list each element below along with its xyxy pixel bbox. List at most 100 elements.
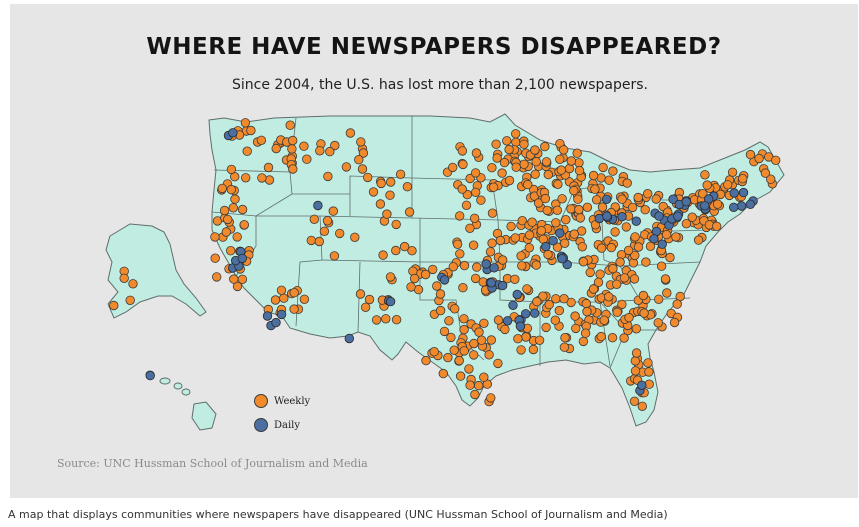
weekly-marker — [407, 245, 417, 256]
weekly-marker — [513, 334, 523, 344]
weekly-marker — [355, 289, 366, 299]
weekly-marker — [476, 195, 486, 205]
weekly-marker — [391, 245, 401, 256]
weekly-marker — [455, 211, 465, 221]
weekly-marker — [516, 345, 526, 355]
weekly-marker — [329, 251, 340, 261]
weekly-marker — [306, 235, 317, 246]
weekly-marker — [552, 242, 563, 252]
weekly-marker — [588, 170, 599, 181]
weekly-marker — [435, 289, 446, 299]
weekly-marker — [289, 288, 299, 298]
weekly-marker — [702, 180, 712, 190]
weekly-marker — [712, 199, 723, 209]
page-title: WHERE HAVE NEWSPAPERS DISAPPEARED? — [146, 34, 722, 60]
weekly-marker — [288, 164, 298, 174]
weekly-marker — [630, 366, 641, 376]
weekly-marker — [457, 146, 468, 156]
weekly-marker — [638, 290, 649, 301]
weekly-marker — [624, 312, 634, 323]
weekly-marker — [486, 393, 496, 403]
daily-marker — [530, 308, 540, 318]
weekly-marker — [619, 333, 629, 343]
weekly-marker — [226, 164, 237, 175]
weekly-marker — [575, 213, 586, 223]
weekly-marker — [591, 195, 602, 205]
weekly-marker — [566, 204, 576, 214]
weekly-marker — [299, 294, 310, 305]
hawaii-islands — [145, 370, 217, 431]
weekly-marker — [381, 314, 391, 324]
weekly-marker — [498, 255, 508, 265]
weekly-marker — [240, 173, 251, 183]
weekly-marker — [572, 148, 582, 158]
weekly-marker — [669, 317, 680, 328]
weekly-marker — [386, 177, 396, 187]
weekly-marker — [458, 283, 468, 293]
weekly-marker — [450, 304, 460, 314]
weekly-marker — [465, 223, 475, 234]
weekly-marker — [681, 218, 692, 229]
daily-marker — [657, 239, 667, 249]
weekly-marker — [357, 164, 368, 174]
weekly-marker — [471, 148, 482, 158]
daily-marker — [237, 253, 248, 264]
weekly-marker — [629, 274, 640, 284]
weekly-marker — [672, 299, 682, 309]
weekly-marker — [276, 285, 287, 296]
weekly-marker — [578, 336, 589, 347]
weekly-marker — [630, 356, 641, 366]
daily-marker — [541, 241, 551, 252]
weekly-marker — [540, 141, 550, 152]
weekly-marker — [760, 168, 771, 178]
weekly-marker — [402, 181, 413, 192]
weekly-marker — [615, 257, 625, 267]
weekly-marker — [633, 192, 643, 203]
daily-marker — [736, 201, 747, 211]
weekly-marker — [559, 342, 570, 352]
weekly-marker — [454, 355, 464, 366]
weekly-marker — [330, 140, 340, 151]
weekly-marker — [448, 262, 459, 272]
image-caption: A map that displays communities where ne… — [8, 508, 668, 521]
weekly-marker — [651, 194, 661, 204]
weekly-marker — [458, 159, 468, 170]
weekly-marker — [504, 144, 514, 155]
weekly-marker — [604, 292, 614, 302]
weekly-marker — [606, 242, 617, 253]
weekly-marker — [745, 149, 756, 160]
weekly-marker — [469, 350, 479, 360]
weekly-marker — [569, 229, 580, 239]
weekly-marker — [221, 227, 232, 237]
weekly-marker — [580, 328, 591, 338]
daily-marker — [276, 309, 287, 320]
weekly-marker — [495, 235, 506, 246]
weekly-marker — [588, 284, 599, 294]
legend-label-daily: Daily — [274, 419, 301, 431]
daily-swatch-icon — [254, 418, 268, 432]
daily-marker — [344, 333, 355, 344]
weekly-marker — [299, 141, 309, 151]
daily-marker — [486, 278, 497, 288]
weekly-marker — [491, 139, 501, 149]
weekly-marker — [700, 170, 710, 180]
weekly-marker — [641, 257, 651, 267]
daily-marker — [228, 128, 238, 138]
weekly-marker — [499, 157, 510, 168]
daily-marker — [602, 211, 612, 221]
daily-marker — [557, 254, 567, 264]
weekly-marker — [590, 184, 600, 194]
weekly-marker — [435, 305, 446, 316]
weekly-marker — [504, 175, 515, 186]
weekly-marker — [246, 125, 256, 136]
daily-markers — [145, 128, 758, 396]
weekly-marker — [557, 194, 567, 204]
weekly-marker — [574, 165, 585, 176]
weekly-marker — [538, 291, 548, 301]
weekly-marker — [406, 282, 416, 292]
daily-marker — [515, 321, 526, 331]
weekly-marker — [315, 146, 325, 156]
weekly-marker — [552, 205, 563, 216]
weekly-marker — [519, 139, 529, 150]
weekly-marker — [470, 273, 481, 284]
